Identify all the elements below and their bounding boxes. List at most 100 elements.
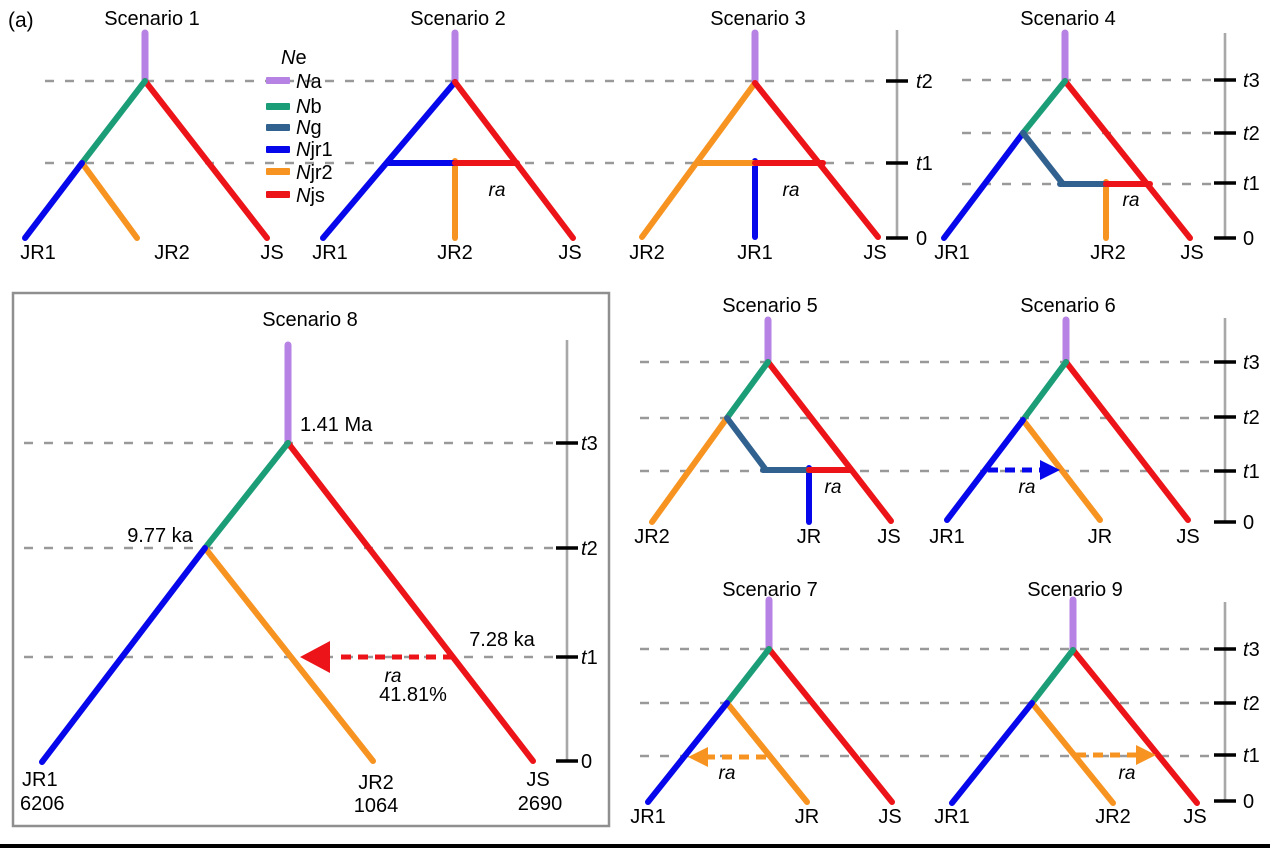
tick-label-0: 0 bbox=[1243, 791, 1254, 813]
s5-branch-njr2 bbox=[649, 415, 730, 525]
s8-ne-jr1: 6206 bbox=[20, 793, 65, 815]
scenario-8: Scenario 8 1.41 Ma 9.77 ka 7.28 ka ra 41… bbox=[11, 291, 611, 828]
legend-title: Ne bbox=[281, 47, 307, 69]
s3-ra-label: ra bbox=[783, 180, 800, 201]
s4-branch-nb bbox=[1020, 78, 1068, 136]
panel-letter-label: (a) bbox=[8, 9, 34, 32]
tick-label-t2: t2 bbox=[581, 538, 598, 560]
s5-tip-jr2: JR2 bbox=[634, 526, 670, 548]
tick-label-t2: t2 bbox=[1243, 123, 1260, 145]
legend-swatch-njr1 bbox=[266, 146, 290, 153]
tick-label-0: 0 bbox=[581, 751, 592, 773]
time-axis-mid-right: t3 t2 t1 0 bbox=[1214, 318, 1260, 534]
s6-branch-njr1 bbox=[944, 417, 1026, 523]
s3-tip-jr2: JR2 bbox=[629, 242, 665, 264]
s8-admixture-arrowhead bbox=[300, 641, 330, 673]
s4-branch-njs bbox=[1062, 78, 1193, 241]
s7-tip-jr1: JR1 bbox=[630, 806, 666, 828]
s1-tip-jr2: JR2 bbox=[154, 242, 190, 264]
scenario-3: Scenario 3 ra JR2 JR1 JS bbox=[629, 8, 886, 264]
s1-branch-nb bbox=[79, 78, 148, 166]
scenario-8-frame bbox=[11, 291, 611, 828]
s8-ne-js: 2690 bbox=[518, 793, 563, 815]
s5-tip-jr: JR bbox=[797, 526, 821, 548]
s1-branch-njs bbox=[142, 78, 270, 241]
scenario-1: Scenario 1 JR1 JR2 JS bbox=[20, 8, 283, 264]
tick-label-t1: t1 bbox=[1243, 745, 1260, 767]
s7-branch-njr2 bbox=[724, 700, 810, 805]
legend-swatch-na bbox=[266, 77, 290, 84]
tick-label-t1: t1 bbox=[1243, 461, 1260, 483]
tick-label-0: 0 bbox=[1243, 228, 1254, 250]
s7-tip-js: JS bbox=[878, 806, 901, 828]
s5-branch-ng-diag bbox=[724, 415, 769, 473]
scenario-9-title: Scenario 9 bbox=[1027, 579, 1123, 601]
tick-label-t1: t1 bbox=[581, 647, 598, 669]
tick-label-t3: t3 bbox=[1243, 70, 1260, 92]
s7-branch-njs bbox=[766, 646, 895, 805]
bottom-divider-rule bbox=[0, 844, 1270, 848]
s2-tip-jr2: JR2 bbox=[437, 242, 473, 264]
s8-ra-label: ra bbox=[385, 666, 402, 687]
s6-branch-njr2 bbox=[1020, 417, 1103, 523]
s9-tip-jr2: JR2 bbox=[1095, 806, 1131, 828]
s8-branch-nb bbox=[202, 440, 291, 551]
scenario-3-title: Scenario 3 bbox=[710, 8, 806, 30]
s9-branch-njs bbox=[1070, 647, 1200, 806]
scenario-4-title: Scenario 4 bbox=[1020, 8, 1116, 30]
s6-branch-nb bbox=[1020, 359, 1069, 423]
tick-label-t1: t1 bbox=[916, 153, 933, 175]
s4-ra-label: ra bbox=[1123, 190, 1140, 211]
s2-tip-js: JS bbox=[558, 242, 581, 264]
scenario-6: Scenario 6 ra JR1 JR JS bbox=[929, 295, 1199, 548]
scenario-4: Scenario 4 ra JR1 JR2 JS bbox=[934, 8, 1203, 264]
ne-legend: Ne Na Nb Ng Njr1 Njr2 Njs bbox=[266, 47, 333, 207]
legend-swatch-ng bbox=[266, 124, 290, 131]
scenario-9: Scenario 9 ra JR1 JR2 JS bbox=[934, 579, 1206, 828]
tick-label-0: 0 bbox=[916, 228, 927, 250]
s8-ne-jr2: 1064 bbox=[354, 795, 399, 817]
s8-branch-njr1 bbox=[39, 545, 208, 765]
s9-branch-nb bbox=[1029, 647, 1076, 706]
s4-branch-njr1 bbox=[941, 130, 1026, 241]
s7-branch-njr1 bbox=[645, 700, 730, 805]
legend-label-njr2: Njr2 bbox=[296, 162, 333, 184]
s6-ra-label: ra bbox=[1019, 477, 1036, 498]
tick-label-t3: t3 bbox=[1243, 639, 1260, 661]
scenario-8-title: Scenario 8 bbox=[262, 309, 358, 331]
s9-ra-label: ra bbox=[1119, 763, 1136, 784]
s8-tip-jr1: JR1 bbox=[22, 769, 58, 791]
s6-tip-jr: JR bbox=[1088, 526, 1112, 548]
s3-tip-jr1: JR1 bbox=[737, 242, 773, 264]
s1-tip-jr1: JR1 bbox=[20, 242, 56, 264]
scenario-5-title: Scenario 5 bbox=[722, 295, 818, 317]
s6-tip-jr1: JR1 bbox=[929, 526, 965, 548]
s4-tip-jr2: JR2 bbox=[1090, 242, 1126, 264]
s3-tip-js: JS bbox=[863, 242, 886, 264]
tick-label-0: 0 bbox=[1243, 512, 1254, 534]
s8-branch-njs bbox=[285, 440, 536, 764]
tick-label-t3: t3 bbox=[1243, 352, 1260, 374]
s5-ra-label: ra bbox=[825, 477, 842, 498]
legend-label-ng: Ng bbox=[296, 117, 322, 139]
s5-branch-nb bbox=[724, 359, 771, 421]
s7-branch-nb bbox=[724, 646, 772, 706]
s7-tip-jr: JR bbox=[795, 806, 819, 828]
legend-label-njr1: Njr1 bbox=[296, 139, 333, 161]
s6-admixture-arrowhead bbox=[1040, 460, 1060, 480]
scenario-7: Scenario 7 ra JR1 JR JS bbox=[630, 579, 901, 828]
time-axis-bottom-right: t3 t2 t1 0 bbox=[1214, 602, 1260, 813]
s6-branch-njs bbox=[1063, 359, 1191, 523]
tick-label-t3: t3 bbox=[581, 433, 598, 455]
s5-branch-njs bbox=[765, 359, 894, 524]
tick-label-t2: t2 bbox=[1243, 693, 1260, 715]
scenario-2-title: Scenario 2 bbox=[410, 8, 506, 30]
legend-swatch-njr2 bbox=[266, 168, 290, 175]
s1-branch-njr2 bbox=[79, 160, 140, 241]
s9-tip-jr1: JR1 bbox=[934, 806, 970, 828]
s4-tip-jr1: JR1 bbox=[934, 242, 970, 264]
time-axis-top-left: t2 t1 0 bbox=[886, 30, 933, 250]
s9-tip-js: JS bbox=[1183, 806, 1206, 828]
scenario-6-title: Scenario 6 bbox=[1020, 295, 1116, 317]
